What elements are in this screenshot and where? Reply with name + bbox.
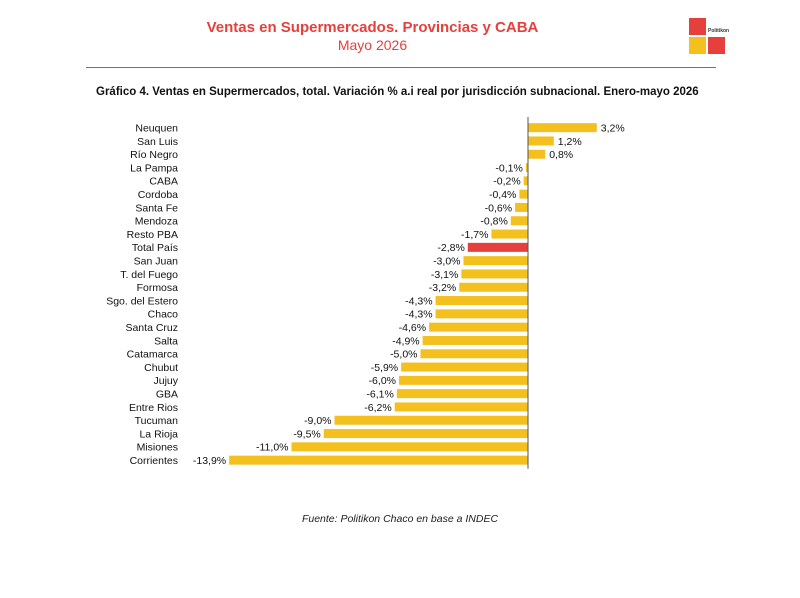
bar xyxy=(528,136,554,146)
bar xyxy=(394,402,528,412)
data-label: -4,9% xyxy=(392,335,419,347)
data-label: -0,2% xyxy=(493,176,520,188)
data-label: -4,3% xyxy=(405,309,432,321)
data-label: -4,6% xyxy=(399,322,426,334)
data-label: -13,9% xyxy=(193,455,226,467)
bar xyxy=(422,335,528,345)
category-label: Mendoza xyxy=(135,216,178,228)
header-divider xyxy=(86,67,716,68)
bar xyxy=(463,256,528,266)
data-label: -5,0% xyxy=(390,349,417,361)
category-label: Cordoba xyxy=(138,189,178,201)
bar xyxy=(523,176,528,186)
data-label: -9,5% xyxy=(293,428,320,440)
data-label: -3,1% xyxy=(431,269,458,281)
category-label: La Rioja xyxy=(139,428,178,440)
data-label: 0,8% xyxy=(549,149,573,161)
category-label: Chaco xyxy=(148,309,179,321)
data-label: -0,1% xyxy=(495,162,522,174)
data-label: -0,6% xyxy=(485,202,512,214)
data-label: -3,2% xyxy=(429,282,456,294)
category-label: Sgo. del Estero xyxy=(106,295,178,307)
bar xyxy=(467,242,528,252)
data-label: -0,8% xyxy=(480,216,507,228)
logo-square-yellow xyxy=(689,37,706,54)
category-label: Santa Cruz xyxy=(125,322,178,334)
bar xyxy=(396,389,528,399)
bar xyxy=(229,455,528,465)
report-subtitle: Mayo 2026 xyxy=(337,37,408,53)
data-label: 3,2% xyxy=(601,122,625,134)
category-label: Total País xyxy=(132,242,178,254)
category-label: Neuquen xyxy=(135,122,178,134)
category-label: Entre Rios xyxy=(129,402,178,414)
category-label: Jujuy xyxy=(153,375,178,387)
bar xyxy=(429,322,528,332)
category-label: Catamarca xyxy=(127,349,179,361)
source-note: Fuente: Politikon Chaco en base a INDEC xyxy=(301,513,499,525)
bar xyxy=(435,309,528,319)
logo-text: Politikon xyxy=(708,28,730,34)
category-label: Corrientes xyxy=(130,455,178,467)
category-label: Tucuman xyxy=(135,415,179,427)
category-label: CABA xyxy=(149,176,178,188)
data-label: -5,9% xyxy=(371,362,398,374)
data-label: -3,0% xyxy=(433,255,460,267)
bar xyxy=(519,189,528,199)
data-label: -11,0% xyxy=(256,442,289,454)
data-label: -4,3% xyxy=(405,295,432,307)
category-label: Santa Fe xyxy=(135,202,178,214)
bar xyxy=(461,269,528,279)
data-label: -6,2% xyxy=(364,402,391,414)
data-label: -6,1% xyxy=(366,388,393,400)
bar xyxy=(291,442,528,452)
logo-square-red-2 xyxy=(708,37,725,54)
category-label: Misiones xyxy=(137,442,178,454)
data-label: -6,0% xyxy=(369,375,396,387)
category-label: Chubut xyxy=(144,362,178,374)
category-label: San Luis xyxy=(137,136,178,148)
bar xyxy=(435,296,528,306)
category-label: Salta xyxy=(154,335,178,347)
politikon-logo: Politikon xyxy=(689,18,729,58)
data-label: -1,7% xyxy=(461,229,488,241)
chart-title: Gráfico 4. Ventas en Supermercados, tota… xyxy=(96,86,699,98)
bar xyxy=(510,216,528,226)
bar xyxy=(401,362,528,372)
category-label: Resto PBA xyxy=(127,229,178,241)
category-label: Río Negro xyxy=(130,149,178,161)
bar xyxy=(323,429,528,439)
data-label: -0,4% xyxy=(489,189,516,201)
bar xyxy=(399,375,528,385)
bar xyxy=(525,163,528,173)
bar xyxy=(459,282,528,292)
bar xyxy=(334,415,528,425)
logo-square-red xyxy=(689,18,706,35)
data-label: 1,2% xyxy=(558,136,582,148)
bar xyxy=(491,229,528,239)
data-label: -9,0% xyxy=(304,415,331,427)
category-label: T. del Fuego xyxy=(120,269,178,281)
category-label: GBA xyxy=(156,388,178,400)
data-label: -2,8% xyxy=(437,242,464,254)
bar xyxy=(420,349,528,359)
category-label: La Pampa xyxy=(130,162,178,174)
bar xyxy=(528,123,597,133)
category-label: Formosa xyxy=(137,282,179,294)
bar xyxy=(515,202,528,212)
report-title: Ventas en Supermercados. Provincias y CA… xyxy=(206,19,539,36)
category-label: San Juan xyxy=(134,255,179,267)
bar xyxy=(528,149,546,159)
